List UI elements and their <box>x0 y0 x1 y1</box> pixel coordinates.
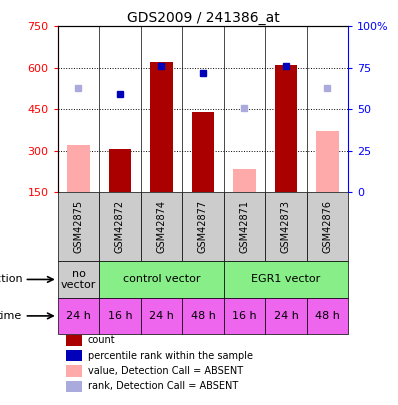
Text: GSM42876: GSM42876 <box>322 200 332 253</box>
Text: 24 h: 24 h <box>149 311 174 321</box>
Bar <box>224 261 348 298</box>
Bar <box>265 192 307 261</box>
Bar <box>58 298 99 334</box>
Title: GDS2009 / 241386_at: GDS2009 / 241386_at <box>127 11 279 25</box>
Bar <box>275 65 297 192</box>
Bar <box>233 169 256 192</box>
Text: time: time <box>0 311 22 321</box>
Text: 16 h: 16 h <box>232 311 257 321</box>
Text: 48 h: 48 h <box>191 311 215 321</box>
Text: value, Detection Call = ABSENT: value, Detection Call = ABSENT <box>88 366 243 376</box>
Bar <box>191 112 215 192</box>
Text: percentile rank within the sample: percentile rank within the sample <box>88 351 253 360</box>
Text: GSM42874: GSM42874 <box>156 200 166 253</box>
Text: GSM42877: GSM42877 <box>198 200 208 254</box>
Text: GSM42871: GSM42871 <box>240 200 250 253</box>
Bar <box>182 192 224 261</box>
Text: control vector: control vector <box>123 275 200 284</box>
Bar <box>307 298 348 334</box>
Text: 24 h: 24 h <box>273 311 298 321</box>
Bar <box>265 298 307 334</box>
Text: infection: infection <box>0 275 22 284</box>
Bar <box>224 298 265 334</box>
Bar <box>316 132 339 192</box>
Bar <box>99 298 141 334</box>
Bar <box>58 261 99 298</box>
Text: no
vector: no vector <box>61 269 96 290</box>
Text: 16 h: 16 h <box>107 311 132 321</box>
Bar <box>67 145 90 192</box>
Text: count: count <box>88 335 115 345</box>
Text: 24 h: 24 h <box>66 311 91 321</box>
Bar <box>141 298 182 334</box>
Text: 48 h: 48 h <box>315 311 340 321</box>
Bar <box>224 192 265 261</box>
Bar <box>141 192 182 261</box>
Bar <box>307 192 348 261</box>
Bar <box>99 192 141 261</box>
Text: rank, Detection Call = ABSENT: rank, Detection Call = ABSENT <box>88 382 238 391</box>
Text: GSM42875: GSM42875 <box>74 200 84 254</box>
Bar <box>109 149 131 192</box>
Text: GSM42873: GSM42873 <box>281 200 291 253</box>
Text: GSM42872: GSM42872 <box>115 200 125 254</box>
Text: EGR1 vector: EGR1 vector <box>252 275 321 284</box>
Bar <box>150 62 173 192</box>
Bar <box>58 192 99 261</box>
Bar <box>182 298 224 334</box>
Bar <box>99 261 224 298</box>
